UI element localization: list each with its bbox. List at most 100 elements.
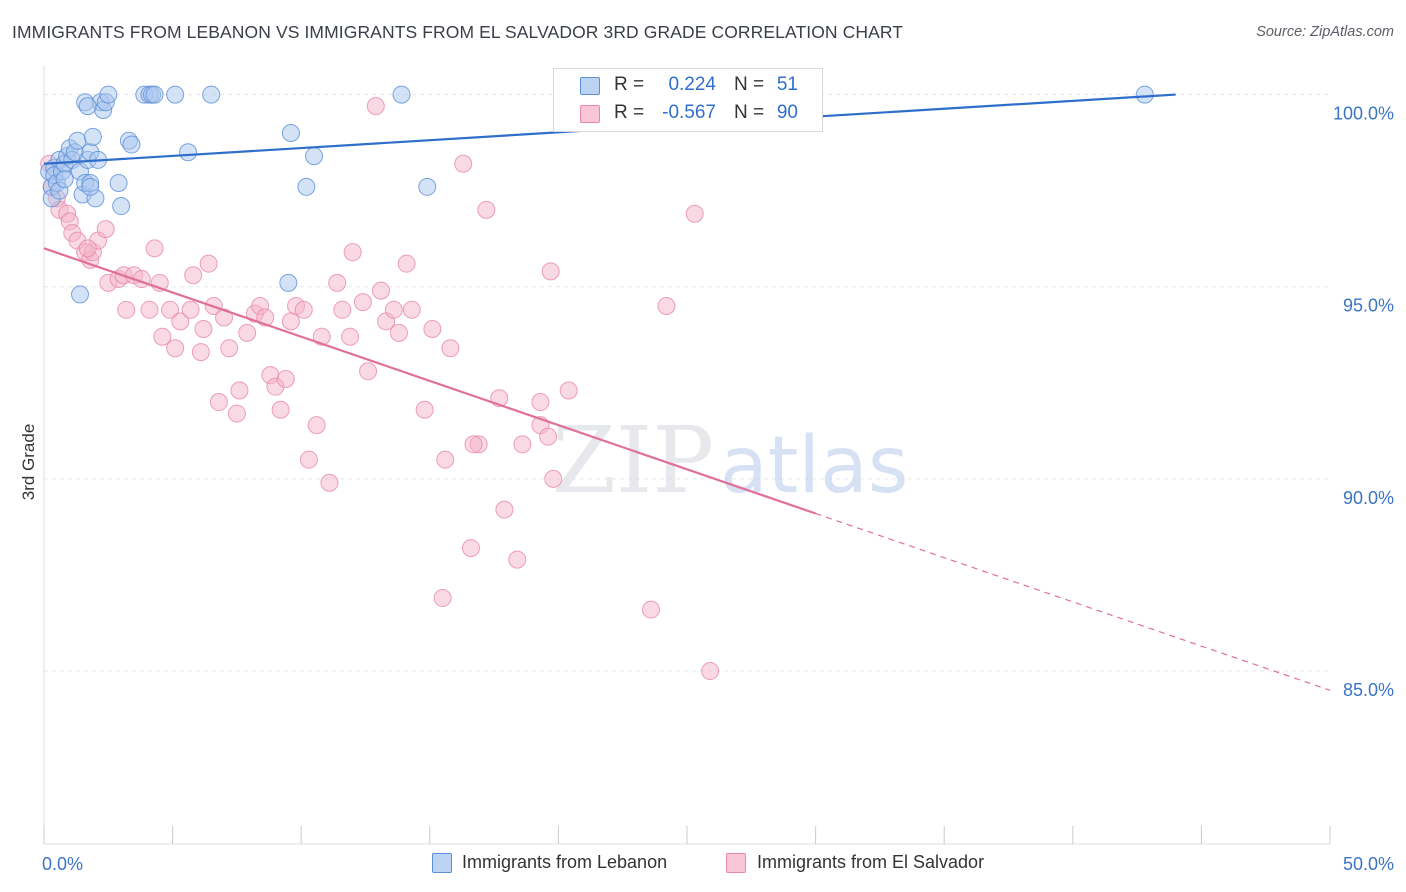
- legend-row-salvador: R = -0.567 N = 90: [554, 99, 822, 129]
- legend-row-lebanon: R = 0.224 N = 51: [554, 71, 822, 101]
- legend-swatch-lebanon: [580, 77, 600, 95]
- data-point: [312, 327, 331, 346]
- legend-swatch-salvador: [580, 105, 600, 123]
- data-point: [701, 662, 720, 681]
- legend-n-value: 90: [776, 102, 798, 123]
- legend-r-value: 0.224: [668, 74, 716, 95]
- data-point: [297, 177, 316, 196]
- data-point: [294, 300, 313, 319]
- data-point: [83, 127, 102, 146]
- data-point: [71, 285, 90, 304]
- data-point: [55, 170, 74, 189]
- salvador-trend-dashed: [815, 512, 1331, 691]
- legend-n-label: N =: [734, 102, 765, 123]
- data-point: [145, 85, 164, 104]
- data-point: [541, 262, 560, 281]
- data-point: [657, 296, 676, 315]
- data-point: [81, 177, 100, 196]
- data-point: [341, 327, 360, 346]
- data-point: [299, 450, 318, 469]
- data-point: [433, 589, 452, 608]
- data-point: [191, 343, 210, 362]
- data-point: [166, 85, 185, 104]
- data-point: [166, 339, 185, 358]
- data-point: [544, 469, 563, 488]
- watermark-zip: ZIP: [552, 407, 714, 514]
- bottom-legend-lebanon: Immigrants from Lebanon: [462, 852, 668, 872]
- data-point: [423, 320, 442, 339]
- data-point: [397, 254, 416, 273]
- y-tick-label: 85.0%: [1343, 680, 1394, 700]
- y-axis-label: 3rd Grade: [19, 424, 38, 501]
- data-point: [202, 85, 221, 104]
- legend-r-label: R =: [614, 74, 645, 95]
- data-point: [140, 300, 159, 319]
- data-point: [209, 393, 228, 412]
- data-point: [215, 308, 234, 327]
- data-point: [539, 427, 558, 446]
- legend-r-value: -0.567: [662, 102, 716, 123]
- data-point: [238, 323, 257, 342]
- data-point: [454, 154, 473, 173]
- bottom-legend-swatch-salvador: [726, 853, 746, 873]
- y-tick-label: 95.0%: [1343, 296, 1394, 316]
- data-point: [366, 97, 385, 116]
- data-point: [353, 293, 372, 312]
- data-point: [441, 339, 460, 358]
- data-point: [461, 539, 480, 558]
- source-label: Source: ZipAtlas.com: [1256, 24, 1394, 40]
- data-point: [333, 300, 352, 319]
- data-point: [112, 197, 131, 216]
- salvador-points: [40, 97, 720, 681]
- y-tick-label: 100.0%: [1333, 104, 1394, 124]
- data-point: [320, 473, 339, 492]
- data-point: [402, 300, 421, 319]
- data-point: [199, 254, 218, 273]
- data-point: [194, 320, 213, 339]
- data-point: [641, 600, 660, 619]
- data-point: [559, 381, 578, 400]
- legend-n-label: N =: [734, 74, 765, 95]
- data-point: [1135, 85, 1154, 104]
- y-tick-labels: 100.0% 95.0% 90.0% 85.0%: [1333, 104, 1394, 700]
- data-point: [109, 173, 128, 192]
- legend-r-label: R =: [614, 102, 645, 123]
- bottom-legend-swatch-lebanon: [432, 853, 452, 873]
- data-point: [279, 273, 298, 292]
- data-point: [181, 300, 200, 319]
- bottom-legend-salvador: Immigrants from El Salvador: [757, 852, 985, 872]
- data-point: [359, 362, 378, 381]
- data-point: [227, 404, 246, 423]
- data-point: [389, 323, 408, 342]
- data-point: [305, 147, 324, 166]
- data-point: [281, 124, 300, 143]
- data-point: [78, 239, 97, 258]
- data-point: [531, 393, 550, 412]
- data-point: [392, 85, 411, 104]
- data-point: [371, 281, 390, 300]
- stats-legend: R = 0.224 N = 51 R = -0.567 N = 90: [553, 68, 823, 132]
- data-point: [96, 220, 115, 239]
- data-point: [271, 400, 290, 419]
- watermark-atlas: atlas: [720, 421, 909, 511]
- chart-title: IMMIGRANTS FROM LEBANON VS IMMIGRANTS FR…: [12, 22, 904, 42]
- data-point: [436, 450, 455, 469]
- data-point: [276, 369, 295, 388]
- data-point: [477, 200, 496, 219]
- data-point: [328, 273, 347, 292]
- data-point: [122, 135, 141, 154]
- y-tick-label: 90.0%: [1343, 488, 1394, 508]
- data-point: [153, 327, 172, 346]
- legend-n-value: 51: [776, 74, 798, 95]
- data-point: [78, 97, 97, 116]
- lebanon-points: [40, 85, 1154, 304]
- data-point: [230, 381, 249, 400]
- data-point: [220, 339, 239, 358]
- data-point: [415, 400, 434, 419]
- data-point: [117, 300, 136, 319]
- data-point: [171, 312, 190, 331]
- data-point: [307, 416, 326, 435]
- data-point: [685, 204, 704, 223]
- salvador-trend-solid: [43, 247, 816, 515]
